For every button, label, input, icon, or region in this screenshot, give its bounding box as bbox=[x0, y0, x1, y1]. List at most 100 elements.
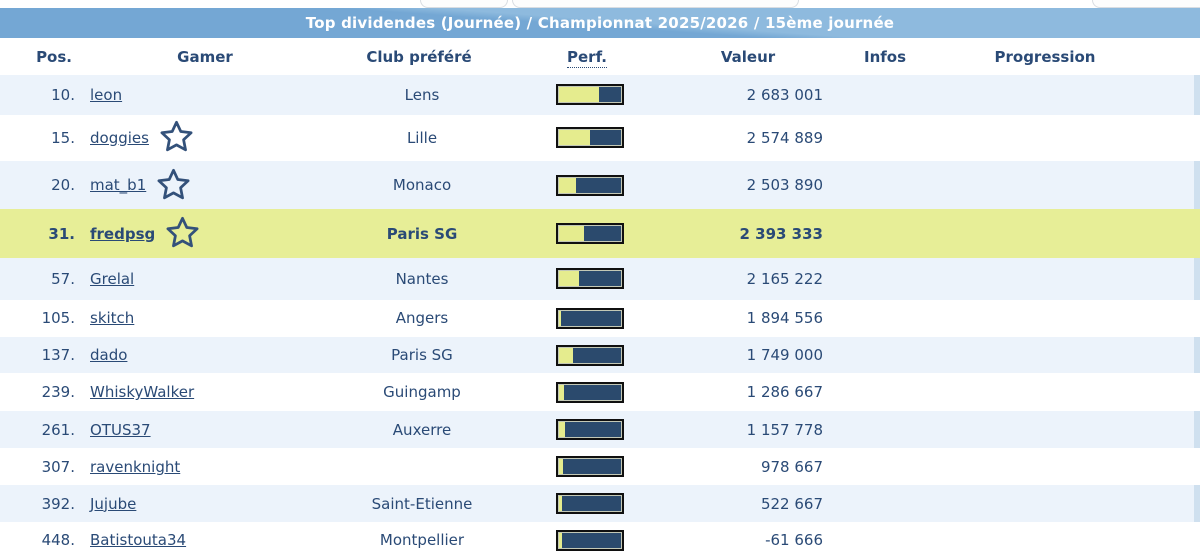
gamer-link[interactable]: Jujube bbox=[90, 494, 137, 513]
column-header-club: Club préféré bbox=[366, 47, 472, 66]
valeur-cell: 2 165 222 bbox=[669, 270, 833, 288]
perf-cell bbox=[511, 529, 669, 551]
favorite-star-icon[interactable] bbox=[155, 167, 192, 204]
tab-remnant-button[interactable] bbox=[1092, 0, 1200, 8]
club-value: Lille bbox=[406, 128, 438, 147]
perf-cell bbox=[511, 84, 669, 106]
perf-bar-fill bbox=[559, 87, 600, 103]
perf-bar bbox=[556, 456, 624, 478]
perf-cell bbox=[511, 127, 669, 149]
table-body: 10. leon Lens 2 683 001 15. bbox=[0, 75, 1200, 558]
position-value: 57. bbox=[51, 269, 75, 288]
valeur-value: 522 667 bbox=[760, 494, 823, 513]
gamer-cell: Jujube bbox=[83, 495, 333, 513]
gamer-cell: skitch bbox=[83, 309, 333, 327]
position-cell: 137. bbox=[3, 346, 83, 364]
perf-bar bbox=[556, 419, 624, 441]
position-cell: 10. bbox=[3, 86, 83, 104]
valeur-cell: 1 286 667 bbox=[669, 383, 833, 401]
table-row: 448. Batistouta34 Montpellier -61 666 bbox=[0, 522, 1200, 558]
position-cell: 20. bbox=[3, 176, 83, 194]
gamer-link[interactable]: Batistouta34 bbox=[90, 531, 187, 550]
club-value: Nantes bbox=[395, 269, 449, 288]
position-cell: 307. bbox=[3, 458, 83, 476]
perf-bar-fill bbox=[559, 271, 580, 287]
valeur-value: 1 894 556 bbox=[746, 309, 823, 328]
gamer-cell: WhiskyWalker bbox=[83, 383, 333, 401]
valeur-value: 978 667 bbox=[760, 457, 823, 476]
gamer-link[interactable]: ravenknight bbox=[90, 457, 181, 476]
club-cell: Monaco bbox=[333, 176, 511, 194]
gamer-cell: mat_b1 bbox=[83, 167, 333, 204]
gamer-link[interactable]: mat_b1 bbox=[90, 176, 147, 195]
club-value: Paris SG bbox=[386, 224, 458, 243]
table-title: Top dividendes (Journée) / Championnat 2… bbox=[305, 14, 895, 32]
perf-bar bbox=[556, 223, 624, 245]
perf-bar bbox=[556, 529, 624, 551]
valeur-cell: 978 667 bbox=[669, 458, 833, 476]
perf-cell bbox=[511, 493, 669, 515]
club-cell: Angers bbox=[333, 309, 511, 327]
perf-bar-fill bbox=[559, 496, 563, 512]
gamer-link[interactable]: Grelal bbox=[90, 269, 135, 288]
perf-bar-track bbox=[559, 310, 621, 326]
position-value: 261. bbox=[41, 420, 75, 439]
valeur-cell: 1 894 556 bbox=[669, 309, 833, 327]
perf-bar bbox=[556, 307, 624, 329]
gamer-cell: dado bbox=[83, 346, 333, 364]
valeur-cell: 1 157 778 bbox=[669, 421, 833, 439]
column-header-valeur: Valeur bbox=[720, 47, 776, 66]
perf-bar-fill bbox=[559, 130, 590, 146]
table-row: 15. doggies Lille 2 574 889 bbox=[0, 114, 1200, 161]
gamer-link[interactable]: dado bbox=[90, 346, 128, 365]
position-cell: 57. bbox=[3, 270, 83, 288]
favorite-star-icon[interactable] bbox=[164, 215, 201, 252]
gamer-link[interactable]: OTUS37 bbox=[90, 420, 151, 439]
perf-bar-fill bbox=[559, 422, 565, 438]
club-value: Monaco bbox=[392, 176, 452, 195]
position-cell: 261. bbox=[3, 421, 83, 439]
club-cell: Lille bbox=[333, 129, 511, 147]
position-cell: 392. bbox=[3, 495, 83, 513]
tab-remnant-button[interactable] bbox=[420, 0, 508, 8]
gamer-cell: doggies bbox=[83, 119, 333, 156]
gamer-link[interactable]: doggies bbox=[90, 128, 149, 147]
valeur-value: 2 683 001 bbox=[746, 85, 823, 104]
table-row: 239. WhiskyWalker Guingamp 1 286 667 bbox=[0, 373, 1200, 411]
gamer-link[interactable]: WhiskyWalker bbox=[90, 383, 195, 402]
perf-bar-track bbox=[559, 87, 621, 103]
perf-bar-fill bbox=[559, 310, 562, 326]
perf-cell bbox=[511, 381, 669, 403]
perf-bar bbox=[556, 127, 624, 149]
position-cell: 448. bbox=[3, 531, 83, 549]
position-value: 239. bbox=[41, 383, 75, 402]
perf-bar-fill bbox=[559, 226, 584, 242]
club-cell: Saint-Etienne bbox=[333, 495, 511, 513]
table-header: Pos. Gamer Club préféré Perf. Valeur Inf… bbox=[0, 38, 1200, 75]
perf-bar-fill bbox=[559, 459, 564, 475]
position-cell: 239. bbox=[3, 383, 83, 401]
club-cell: Lens bbox=[333, 86, 511, 104]
gamer-cell: Grelal bbox=[83, 270, 333, 288]
favorite-star-icon[interactable] bbox=[158, 119, 195, 156]
position-value: 15. bbox=[51, 128, 75, 147]
position-value: 307. bbox=[41, 457, 75, 476]
perf-bar bbox=[556, 381, 624, 403]
perf-cell bbox=[511, 419, 669, 441]
club-value: Paris SG bbox=[391, 346, 453, 365]
gamer-link[interactable]: leon bbox=[90, 85, 123, 104]
perf-bar-fill bbox=[559, 177, 577, 193]
column-header-infos: Infos bbox=[863, 47, 907, 66]
club-cell: Montpellier bbox=[333, 531, 511, 549]
club-value: Lens bbox=[404, 85, 440, 104]
tab-remnant-button[interactable] bbox=[512, 0, 799, 8]
table-row: 261. OTUS37 Auxerre 1 157 778 bbox=[0, 410, 1200, 449]
perf-cell bbox=[511, 174, 669, 196]
perf-bar-track bbox=[559, 177, 621, 193]
perf-cell bbox=[511, 307, 669, 329]
gamer-cell: ravenknight bbox=[83, 458, 333, 476]
position-value: 448. bbox=[41, 531, 75, 550]
gamer-link[interactable]: skitch bbox=[90, 309, 135, 328]
gamer-link[interactable]: fredpsg bbox=[90, 224, 156, 243]
perf-bar-fill bbox=[559, 532, 563, 548]
